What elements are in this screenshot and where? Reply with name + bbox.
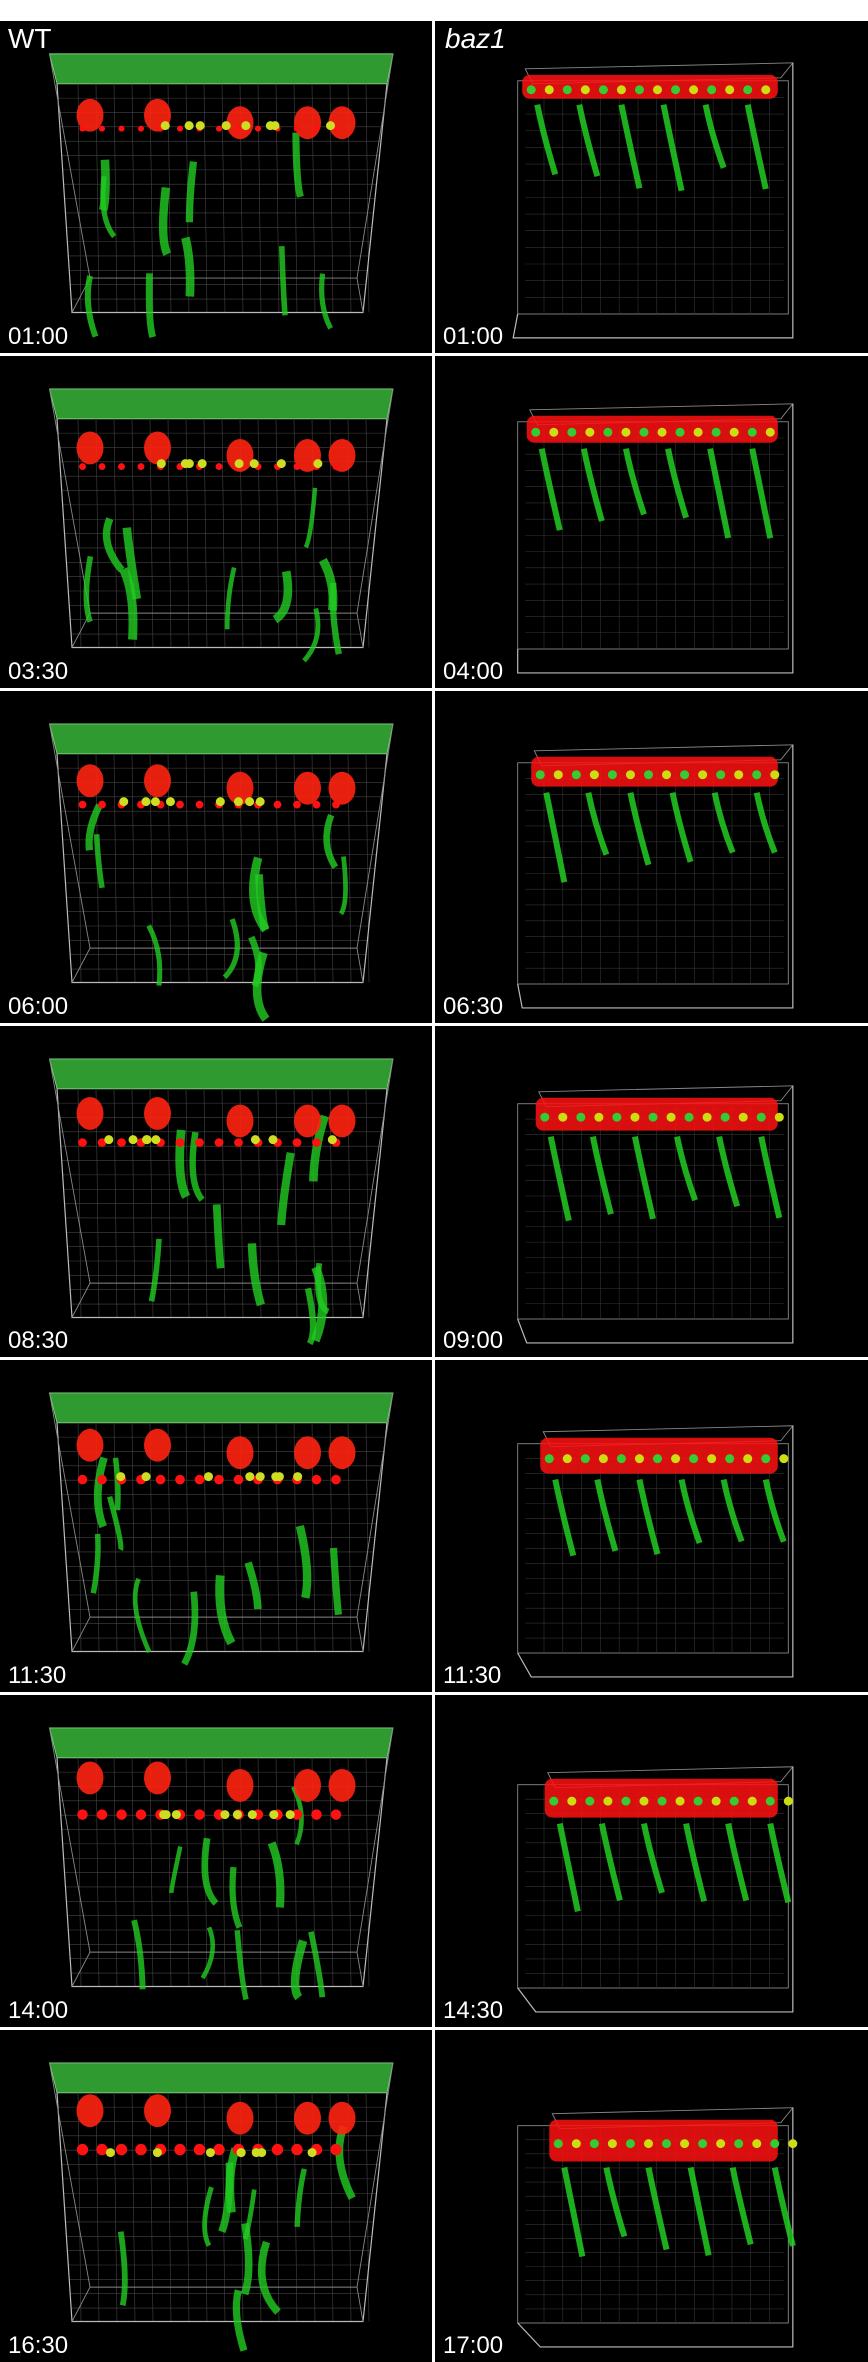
micrograph [48, 1392, 394, 1667]
time-label: 03:30 [8, 657, 69, 685]
micrograph [48, 388, 394, 663]
micrograph [517, 1766, 794, 2013]
micrograph [517, 403, 794, 674]
micrograph [512, 62, 794, 339]
image-panel: 14:00 [0, 1695, 432, 2028]
time-label: 06:00 [8, 992, 69, 1020]
time-label: 14:30 [443, 1997, 504, 2025]
time-label: 06:30 [443, 992, 504, 1020]
micrograph [48, 53, 394, 339]
micrograph [48, 2062, 394, 2352]
image-panel: 08:30 [0, 1025, 432, 1358]
micrograph [48, 723, 394, 1022]
micrograph [517, 744, 794, 1009]
column-label: baz1 [445, 23, 506, 54]
time-label: 09:00 [443, 1327, 504, 1355]
image-panel: 03:30 [0, 355, 432, 688]
time-label: 08:30 [8, 1327, 69, 1355]
image-panel: 09:00 [435, 1025, 868, 1358]
image-panel: 11:30 [435, 1360, 868, 1693]
time-label: 14:00 [8, 1997, 69, 2025]
time-label: 01:00 [443, 322, 504, 350]
image-panel: 01:00 baz1 [435, 21, 868, 353]
image-panel: 17:00 [435, 2030, 868, 2362]
image-panel: 11:30 [0, 1360, 432, 1693]
time-label: 11:30 [443, 1662, 502, 1690]
figure-grid: 01:00 WT 01:00 baz1 03:30 04:00 06:00 06:30 08:3… [0, 21, 868, 2362]
micrograph [517, 1084, 794, 1344]
time-label: 17:00 [443, 2332, 504, 2359]
time-label: 04:00 [443, 657, 504, 685]
column-label: WT [8, 23, 52, 54]
image-panel: 06:30 [435, 690, 868, 1023]
micrograph [48, 1058, 394, 1345]
image-panel: 16:30 [0, 2030, 432, 2362]
micrograph [48, 1727, 394, 2001]
image-panel: 04:00 [435, 355, 868, 688]
image-panel: 06:00 [0, 690, 432, 1023]
time-label: 11:30 [8, 1662, 67, 1690]
micrograph [517, 2107, 798, 2348]
time-label: 16:30 [8, 2332, 69, 2359]
micrograph [517, 1425, 794, 1678]
image-panel: 01:00 WT [0, 21, 432, 353]
time-label: 01:00 [8, 322, 69, 350]
image-panel: 14:30 [435, 1695, 868, 2028]
